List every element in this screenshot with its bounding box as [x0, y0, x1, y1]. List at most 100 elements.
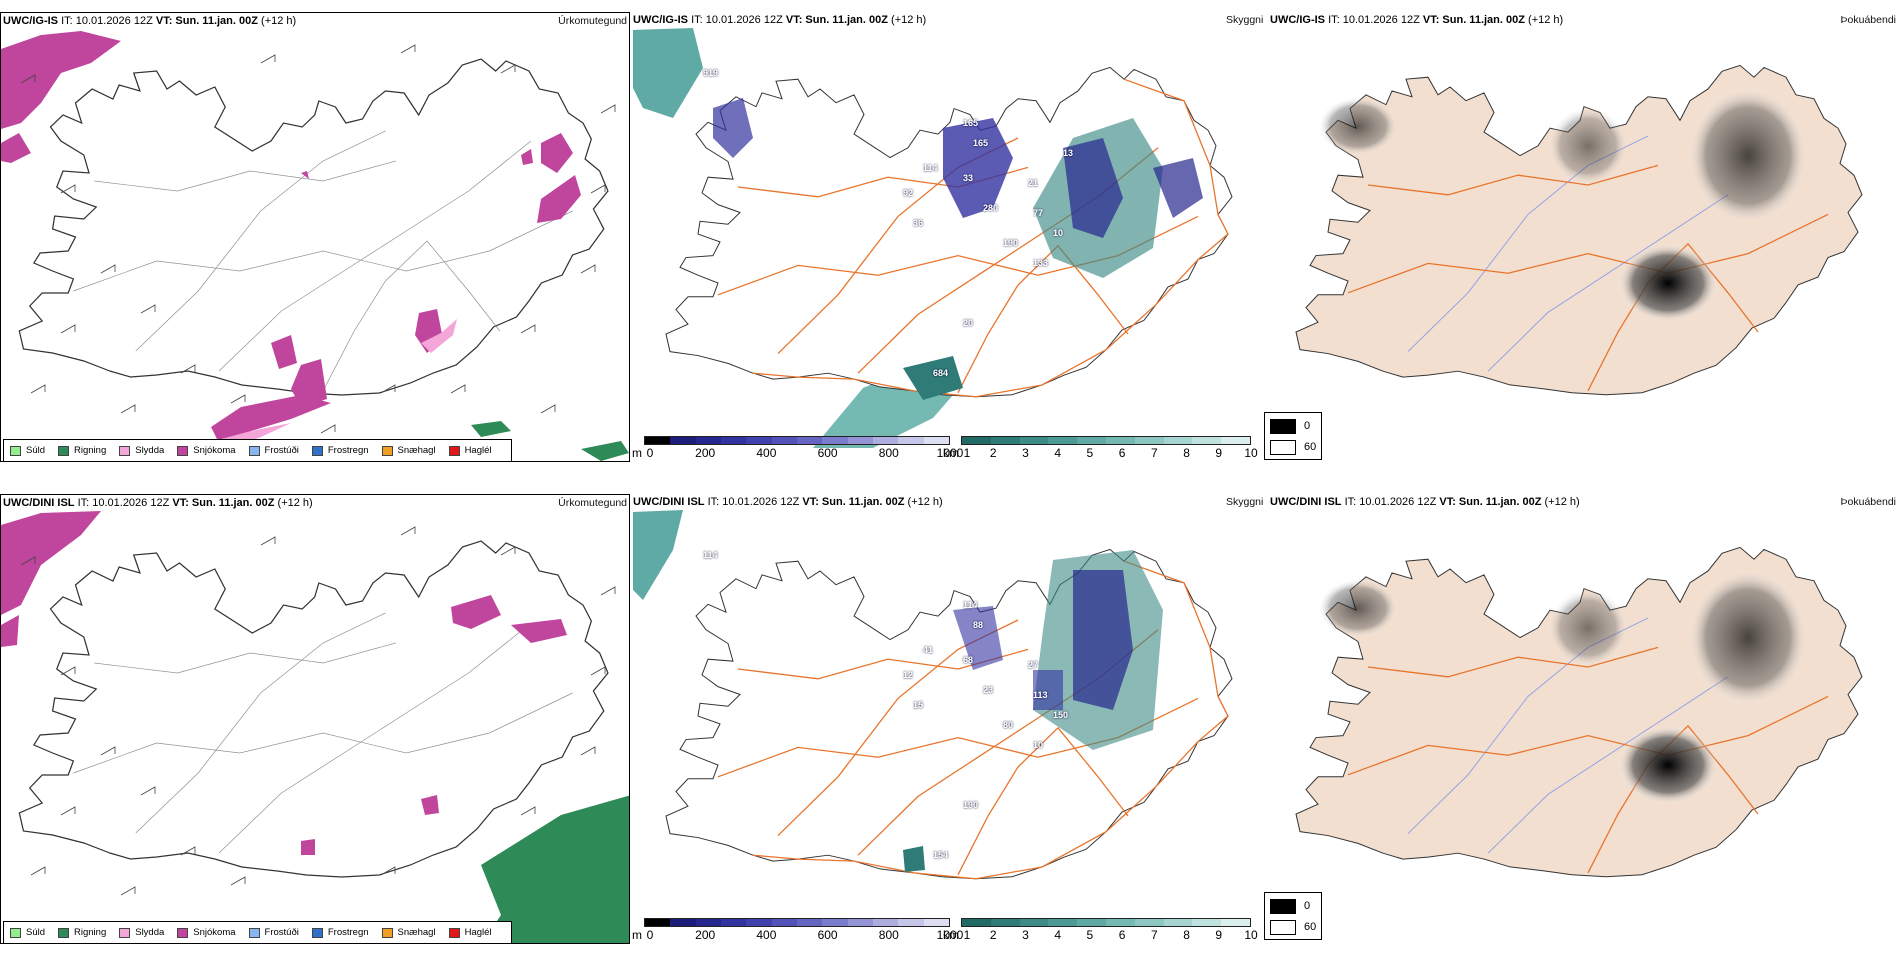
legend-swatch	[58, 927, 70, 938]
colorbar-tick-label: 6	[1118, 446, 1126, 460]
ceiling-color-strip	[644, 918, 950, 927]
visibility-value-label: 80	[1003, 720, 1014, 730]
issue-time: IT: 10.01.2026 12Z	[691, 14, 783, 26]
colorbar-segment	[1163, 437, 1193, 444]
legend-label: Slydda	[135, 445, 165, 456]
colorbar-segment	[645, 437, 671, 444]
colorbar-segment	[872, 437, 899, 444]
snow-areas	[1, 31, 581, 447]
lead-time: (+12 h)	[277, 497, 313, 509]
colorbar-segment	[962, 437, 991, 444]
precip-legend: Súld Rigning Slydda Snjókoma Frostúði Frostre…	[3, 921, 512, 943]
visibility-value-label: 919	[703, 68, 719, 78]
colorbar-tick-label: 2	[989, 928, 997, 942]
legend-label: Súld	[26, 927, 46, 938]
model-name: UWC/IG-IS	[1270, 14, 1325, 26]
visibility-value-label: 114	[923, 163, 938, 173]
colorbar-segment	[822, 919, 848, 926]
fog-map	[1295, 546, 1863, 878]
colorbar-segment	[1019, 437, 1049, 444]
forecast-row-top: UWC/IG-IS IT: 10.01.2026 12Z VT: Sun. 11…	[0, 12, 1900, 477]
colorbar-tick-label: 800	[878, 446, 899, 460]
precip-type-panel[interactable]: UWC/DINI ISL IT: 10.01.2026 12Z VT: Sun.…	[0, 494, 630, 944]
visibility-value-label: 15	[913, 700, 924, 710]
fog-map	[1295, 64, 1863, 396]
legend-swatch	[10, 445, 21, 456]
colorbar-tick-label: 5	[1086, 928, 1094, 942]
panel-header: UWC/DINI ISL IT: 10.01.2026 12Z VT: Sun.…	[3, 495, 313, 511]
fog-legend-label: 0	[1304, 420, 1311, 432]
legend-label: Snæhagl	[397, 445, 436, 456]
visibility-value-label: 13	[1063, 148, 1074, 158]
colorbar-segment	[1192, 919, 1222, 926]
legend-swatch	[10, 927, 21, 938]
colorbar-tick-label: 10	[1244, 446, 1258, 460]
issue-time: IT: 10.01.2026 12Z	[77, 497, 170, 509]
valid-label: VT:	[1422, 14, 1440, 26]
ceiling-ticks: 0 200 400 600 800 1000	[644, 446, 964, 462]
colorbar-tick-label: 3	[1022, 928, 1029, 942]
issue-time: IT: 10.01.2026 12Z	[61, 15, 153, 27]
fog-legend-label: 0	[1304, 900, 1311, 912]
precip-legend-item: Rigning	[58, 927, 106, 938]
legend-label: Snjókoma	[193, 445, 236, 456]
visibility-value-label: 68	[963, 655, 974, 665]
legend-label: Súld	[26, 445, 46, 456]
valid-label: VT:	[1439, 496, 1456, 508]
colorbar-tick-label: 7	[1150, 928, 1158, 942]
colorbar-segment	[1048, 437, 1078, 444]
precip-legend-item: Frostúði	[248, 445, 299, 456]
visibility-labels: 919 165 165 114 33 92 36 280 21 77 10 190 133 20 684 13	[633, 28, 1233, 448]
visibility-panel[interactable]	[633, 28, 1233, 448]
colorbar-tick-label: 400	[756, 928, 777, 942]
snow-areas	[1, 511, 567, 855]
panel-title: Úrkomutegund	[558, 15, 627, 27]
legend-swatch	[119, 445, 131, 456]
visibility-value-label: 114	[963, 600, 978, 610]
colorbar-segment	[796, 437, 823, 444]
lead-time: (+12 h)	[907, 496, 943, 508]
fog-legend-swatch	[1270, 439, 1296, 455]
panel-header: UWC/DINI ISL IT: 10.01.2026 12Z VT: Sun.…	[1270, 494, 1580, 510]
colorbar-segment	[1134, 919, 1164, 926]
visibility-map	[633, 510, 1233, 880]
colorbar-segment	[771, 919, 797, 926]
colorbar-tick-label: 4	[1054, 446, 1061, 460]
visibility-value-label: 165	[973, 138, 989, 148]
model-name: UWC/DINI ISL	[3, 497, 75, 509]
precip-legend-item: Frostregn	[311, 445, 369, 456]
visibility-value-label: 10	[1033, 740, 1044, 750]
issue-time: IT: 10.01.2026 12Z	[1344, 496, 1437, 508]
low-visibility-areas	[713, 98, 1203, 400]
colorbar-segment	[720, 919, 747, 926]
colorbar-tick-label: 10	[1244, 928, 1258, 942]
colorbar-tick-label: 6	[1118, 928, 1126, 942]
colorbar-segment	[1192, 437, 1222, 444]
panel-title: Úrkomutegund	[558, 497, 627, 509]
fog-indicator-panel[interactable]	[1270, 510, 1870, 930]
visibility-value-label: 77	[1033, 208, 1044, 218]
visibility-value-label: 41	[923, 645, 934, 655]
visibility-value-label: 21	[1028, 178, 1039, 188]
legend-swatch	[448, 927, 460, 938]
visibility-value-label: 88	[973, 620, 984, 630]
precip-type-map	[1, 511, 629, 943]
visibility-value-label: 190	[963, 800, 979, 810]
colorbar-segment	[1077, 437, 1106, 444]
legend-label: Snjókoma	[193, 927, 236, 938]
precip-legend-item: Haglél	[448, 445, 492, 456]
fog-legend-swatch	[1270, 919, 1296, 935]
valid-time: Sun. 11.jan. 00Z	[191, 497, 275, 509]
colorbar-segment	[923, 919, 949, 926]
fog-indicator-panel[interactable]	[1270, 28, 1870, 448]
visibility-panel[interactable]	[633, 510, 1233, 930]
ceiling-color-strip	[644, 436, 950, 445]
precip-legend-item: Rigning	[58, 445, 106, 456]
issue-time: IT: 10.01.2026 12Z	[1328, 14, 1420, 26]
ceiling-ticks: 0 200 400 600 800 1000	[644, 928, 964, 944]
colorbar-tick-label: 200	[695, 446, 716, 460]
colorbar-segment	[1221, 919, 1250, 926]
panel-header: UWC/IG-IS IT: 10.01.2026 12Z VT: Sun. 11…	[633, 12, 926, 28]
visibility-value-label: 23	[983, 685, 994, 695]
precip-type-panel[interactable]: UWC/IG-IS IT: 10.01.2026 12Z VT: Sun. 11…	[0, 12, 630, 462]
